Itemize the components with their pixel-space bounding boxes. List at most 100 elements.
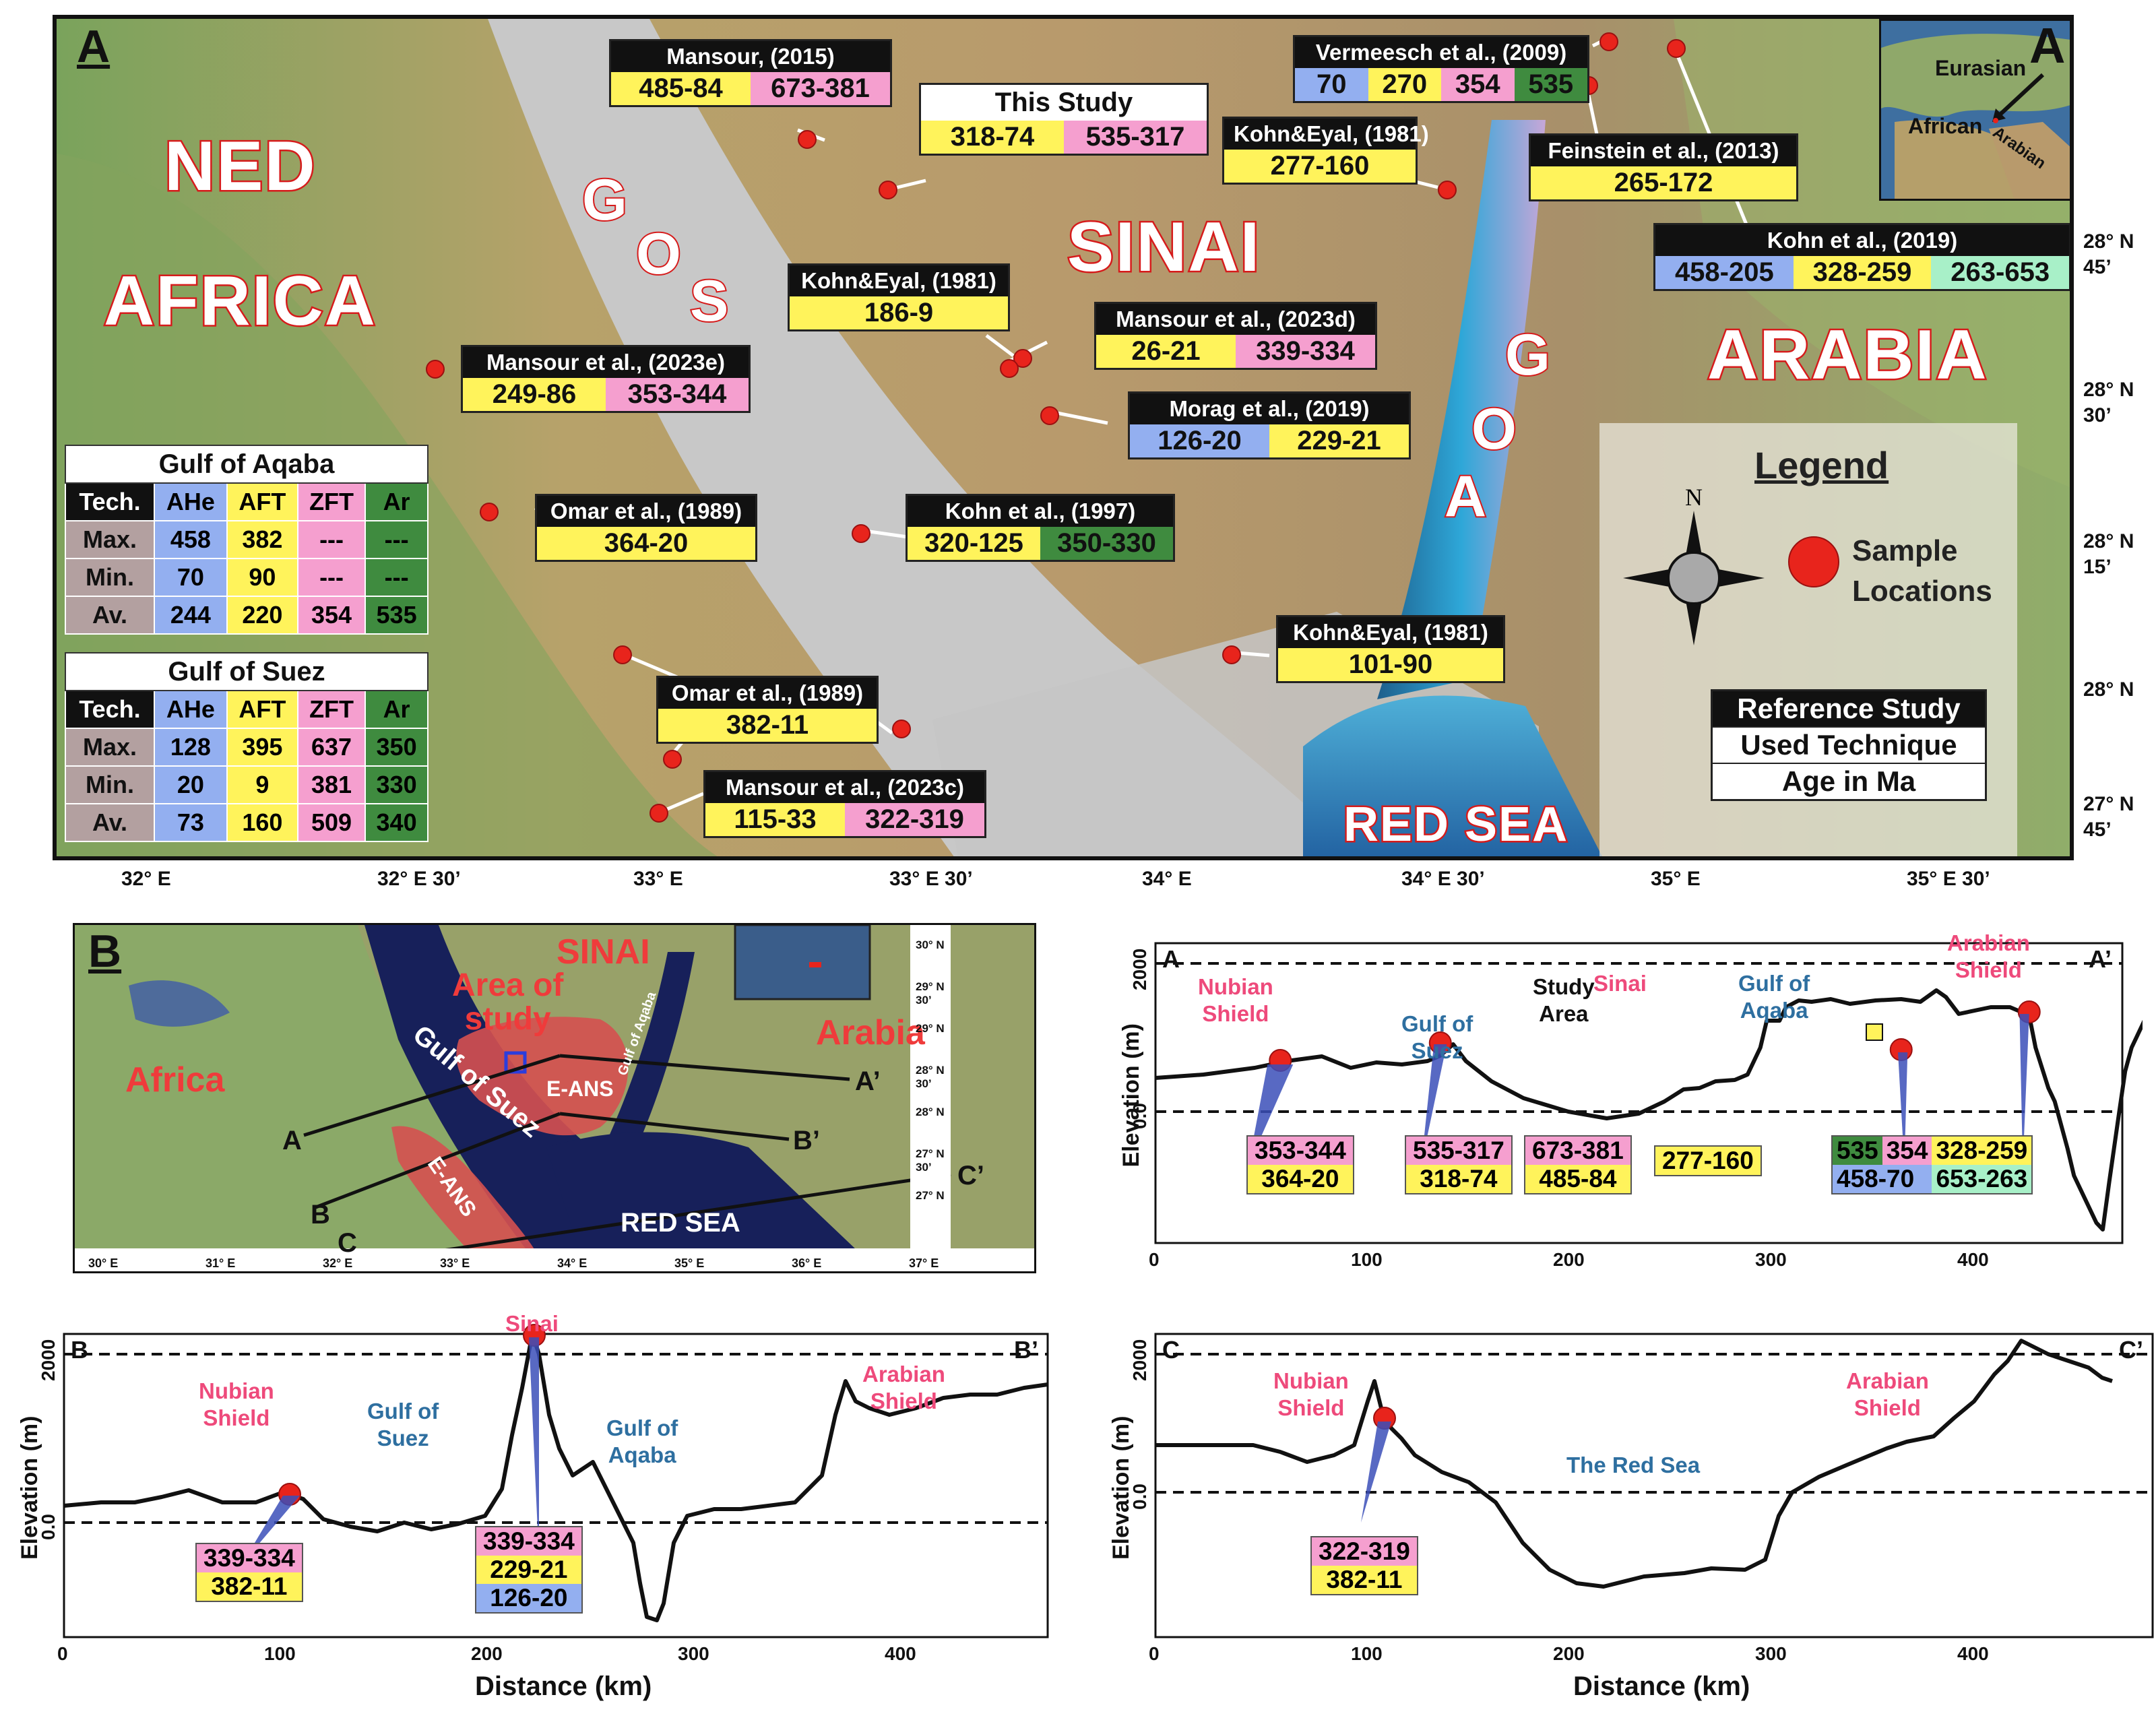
sample-dot <box>480 503 499 521</box>
profile-terrain-line <box>1155 988 2143 1232</box>
profile-a-agebox-1: 353-344 364-20 <box>1246 1135 1354 1194</box>
map-b-longitude-tick: 31° E <box>205 1256 236 1270</box>
pl-line: Shield <box>1853 1395 1921 1420</box>
pl-line: Nubian <box>1273 1368 1349 1393</box>
x-tick: 0 <box>57 1643 68 1664</box>
y-axis-label: Elevation (m) <box>1118 1023 1144 1167</box>
reference-name: Omar et al., (1989) <box>537 496 755 527</box>
tick-deg: 28° N <box>916 1064 945 1077</box>
age-value: 328-259 <box>1932 1137 2032 1165</box>
map-b-longitude-tick: 30° E <box>88 1256 119 1270</box>
sample-dot <box>426 360 445 379</box>
pl-line: Study <box>1533 974 1595 999</box>
legend-title: Legend <box>1754 444 1889 486</box>
reference-age: 535-317 <box>1064 121 1207 154</box>
map-b-label-eans-1: E-ANS <box>546 1077 614 1101</box>
profile-a-agebox-4: 277-160 <box>1654 1145 1762 1176</box>
reference-age: 229-21 <box>1269 424 1409 457</box>
table-header: Tech. <box>65 482 155 521</box>
reference-box: Mansour et al., (2023e) 249-86 353-344 <box>461 345 751 413</box>
goa-letter-a: A <box>1443 463 1488 530</box>
reference-name: Mansour et al., (2023d) <box>1096 304 1375 335</box>
x-tick: 200 <box>1553 1249 1585 1270</box>
table-cell: 381 <box>296 765 367 804</box>
reference-age: 126-20 <box>1130 424 1269 457</box>
pl-line: Nubian <box>1198 974 1273 999</box>
sample-dot <box>663 750 682 769</box>
pl-line: Aqaba <box>608 1442 676 1467</box>
reference-box: Mansour et al., (2023d) 26-21 339-334 <box>1094 302 1377 370</box>
latitude-tick: 28° N 30’ <box>2083 377 2134 428</box>
table-cell: Max. <box>65 728 155 767</box>
tick-min: 45’ <box>2083 256 2112 278</box>
profile-a-label-arabian: Arabian Shield <box>1947 930 2030 984</box>
legend-age-ma: Age in Ma <box>1713 763 1985 799</box>
map-b-latitude-tick: 29° N 30’ <box>916 980 945 1007</box>
reference-age: 328-259 <box>1793 256 1932 289</box>
reference-age: 673-381 <box>751 72 890 105</box>
label-red-sea: RED SEA <box>1341 796 1569 854</box>
table-cell: 128 <box>153 728 228 767</box>
reference-age: 277-160 <box>1224 150 1416 183</box>
legend-sample-label: Sample Locations <box>1852 531 1992 612</box>
pl-line: Arabian <box>1846 1368 1929 1393</box>
table-cell: --- <box>364 558 429 597</box>
age-value: 485-84 <box>1525 1165 1630 1193</box>
tick-min: 15’ <box>2083 556 2112 578</box>
inset-arrow <box>1992 73 2045 123</box>
x-tick: 0 <box>1149 1643 1160 1664</box>
sample-pointer <box>529 1337 539 1560</box>
table-cell: 637 <box>296 728 367 767</box>
longitude-tick: 34° E 30’ <box>1401 868 1485 890</box>
map-b-latitude-tick: 28° N 30’ <box>916 1064 945 1091</box>
tick-min: 30’ <box>2083 404 2112 426</box>
tick-min: 45’ <box>2083 819 2112 841</box>
pl-line: Shield <box>1955 957 2022 982</box>
sample-pointer <box>2019 1014 2029 1166</box>
profile-b-agebox-1: 339-334 382-11 <box>195 1543 303 1602</box>
reference-age: 320-125 <box>908 527 1040 560</box>
x-tick: 300 <box>678 1643 709 1664</box>
latitude-tick: 28° N 15’ <box>2083 529 2134 580</box>
table-cell: 244 <box>153 596 228 635</box>
reference-name: Kohn&Eyal, (1981) <box>1278 617 1503 648</box>
label-africa: AFRICA <box>102 261 377 342</box>
latitude-tick: 27° N 45’ <box>2083 792 2134 843</box>
x-axis-label: Distance (km) <box>1573 1671 1750 1701</box>
map-b-latitude-tick: 28° N <box>916 1106 945 1119</box>
pl-line: Shield <box>870 1389 937 1413</box>
age-value: 318-74 <box>1406 1165 1511 1193</box>
sample-dot <box>613 645 632 664</box>
profile-b-label-gos: Gulf of Suez <box>367 1398 439 1452</box>
inset-label-eurasian: Eurasian <box>1935 56 2027 80</box>
pl-line: Arabian <box>1947 930 2030 955</box>
sample-dot <box>1013 349 1032 368</box>
map-b-longitude-tick: 35° E <box>674 1256 705 1270</box>
profile-b-label-arabian: Arabian Shield <box>862 1361 945 1415</box>
inset-letter: A <box>2029 19 2066 73</box>
gulf-of-aqaba-water <box>1377 120 1546 699</box>
table-cell: --- <box>296 520 367 559</box>
table-header: AFT <box>226 690 298 729</box>
reference-age: 249-86 <box>463 378 606 411</box>
map-b-label-sinai: SINAI <box>557 932 650 971</box>
profile-c-label-red-sea: The Red Sea <box>1566 1453 1701 1477</box>
reference-name: Mansour, (2015) <box>611 41 890 72</box>
table-cell: 90 <box>226 558 298 597</box>
sample-dot <box>649 804 668 823</box>
reference-box: Mansour et al., (2023c) 115-33 322-319 <box>703 770 986 838</box>
map-b-terrain <box>75 925 1034 1271</box>
x-tick: 100 <box>1351 1249 1383 1270</box>
longitude-tick: 33° E <box>633 868 683 890</box>
age-value: 382-11 <box>1312 1566 1417 1594</box>
map-b-label-red-sea: RED SEA <box>621 1208 740 1238</box>
reference-box: Kohn&Eyal, (1981) 186-9 <box>788 263 1010 331</box>
label-sinai: SINAI <box>1065 207 1261 288</box>
map-b-longitude-tick: 34° E <box>557 1256 588 1270</box>
tick-deg: 28° N <box>2083 530 2134 552</box>
reference-name: Kohn et al., (2019) <box>1655 225 2069 256</box>
profile-c-label-arabian: Arabian Shield <box>1846 1368 1929 1422</box>
reference-age: 322-319 <box>845 803 984 836</box>
tick-deg: 27° N <box>916 1189 945 1202</box>
profile-a-label-nubian: Nubian Shield <box>1198 974 1273 1027</box>
